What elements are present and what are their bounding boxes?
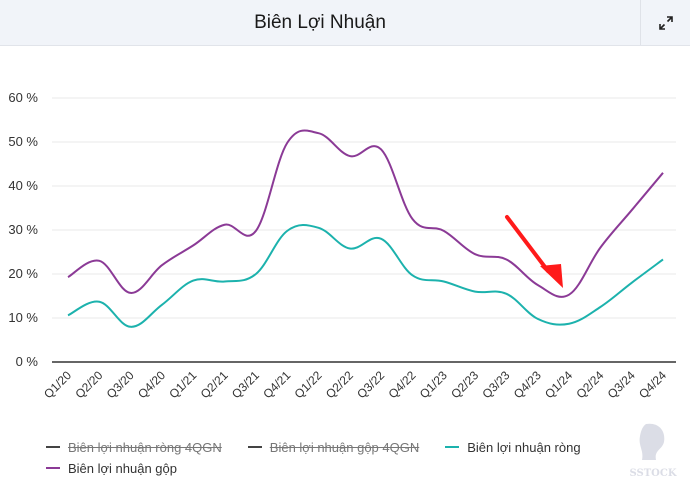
x-tick-label: Q4/24	[636, 368, 669, 401]
gross-margin-line	[67, 129, 664, 298]
sstock-logo-watermark: SSTOCK	[629, 423, 677, 479]
x-tick-label: Q3/24	[605, 368, 638, 401]
x-tick-label: Q4/20	[135, 368, 168, 401]
y-tick-label: 40 %	[8, 178, 38, 193]
y-tick-label: 10 %	[8, 310, 38, 325]
x-tick-label: Q3/23	[480, 368, 513, 401]
legend-label: Biên lợi nhuận ròng	[467, 439, 581, 455]
x-tick-label: Q2/21	[198, 368, 231, 401]
x-tick-label: Q1/24	[542, 368, 575, 401]
x-tick-label: Q2/20	[72, 368, 105, 401]
annotation-arrow-shaft	[505, 215, 550, 273]
x-tick-label: Q3/20	[104, 368, 137, 401]
legend-item[interactable]: Biên lợi nhuận gộp	[46, 458, 177, 478]
legend-swatch-icon	[445, 446, 460, 448]
net-margin-line	[67, 224, 664, 328]
y-tick-label: 50 %	[8, 134, 38, 149]
line-chart: 0 %10 %20 %30 %40 %50 %60 %Q1/20Q2/20Q3/…	[8, 90, 676, 401]
legend-item[interactable]: Biên lợi nhuận gộp 4QGN	[247, 437, 420, 457]
x-tick-label: Q1/20	[41, 368, 74, 401]
x-tick-label: Q4/22	[386, 368, 419, 401]
expand-arrows-icon	[659, 15, 673, 30]
x-tick-label: Q2/24	[573, 368, 606, 401]
legend-label: Biên lợi nhuận gộp 4QGN	[269, 439, 420, 455]
x-tick-label: Q2/23	[448, 368, 481, 401]
legend-label: Biên lợi nhuận gộp	[68, 460, 177, 476]
y-tick-label: 30 %	[8, 222, 38, 237]
y-tick-label: 20 %	[8, 266, 38, 281]
x-tick-label: Q1/22	[292, 368, 325, 401]
legend-swatch-icon	[46, 446, 60, 448]
x-tick-label: Q4/21	[260, 368, 293, 401]
legend-swatch-icon	[247, 446, 262, 448]
chart-title: Biên Lợi Nhuận	[254, 12, 386, 33]
x-tick-label: Q3/22	[354, 368, 387, 401]
x-tick-label: Q1/21	[166, 368, 199, 401]
x-tick-label: Q2/22	[323, 368, 356, 401]
annotation-arrow-head-icon	[540, 264, 563, 288]
expand-button[interactable]	[640, 0, 690, 45]
y-tick-label: 60 %	[8, 90, 38, 105]
x-tick-label: Q4/23	[511, 368, 544, 401]
x-tick-label: Q3/21	[229, 368, 262, 401]
y-tick-label: 0 %	[16, 354, 39, 369]
legend-item[interactable]: Biên lợi nhuận ròng	[445, 437, 581, 457]
chart-header: Biên Lợi Nhuận	[0, 0, 690, 46]
legend-label: Biên lợi nhuận ròng 4QGN	[68, 439, 222, 455]
legend-swatch-icon	[46, 467, 60, 469]
legend-item[interactable]: Biên lợi nhuận ròng 4QGN	[46, 437, 222, 457]
x-tick-label: Q1/23	[417, 368, 450, 401]
watermark-text: SSTOCK	[629, 468, 676, 479]
chart-legend: Biên lợi nhuận ròng 4QGN Biên lợi nhuận g…	[46, 436, 626, 478]
